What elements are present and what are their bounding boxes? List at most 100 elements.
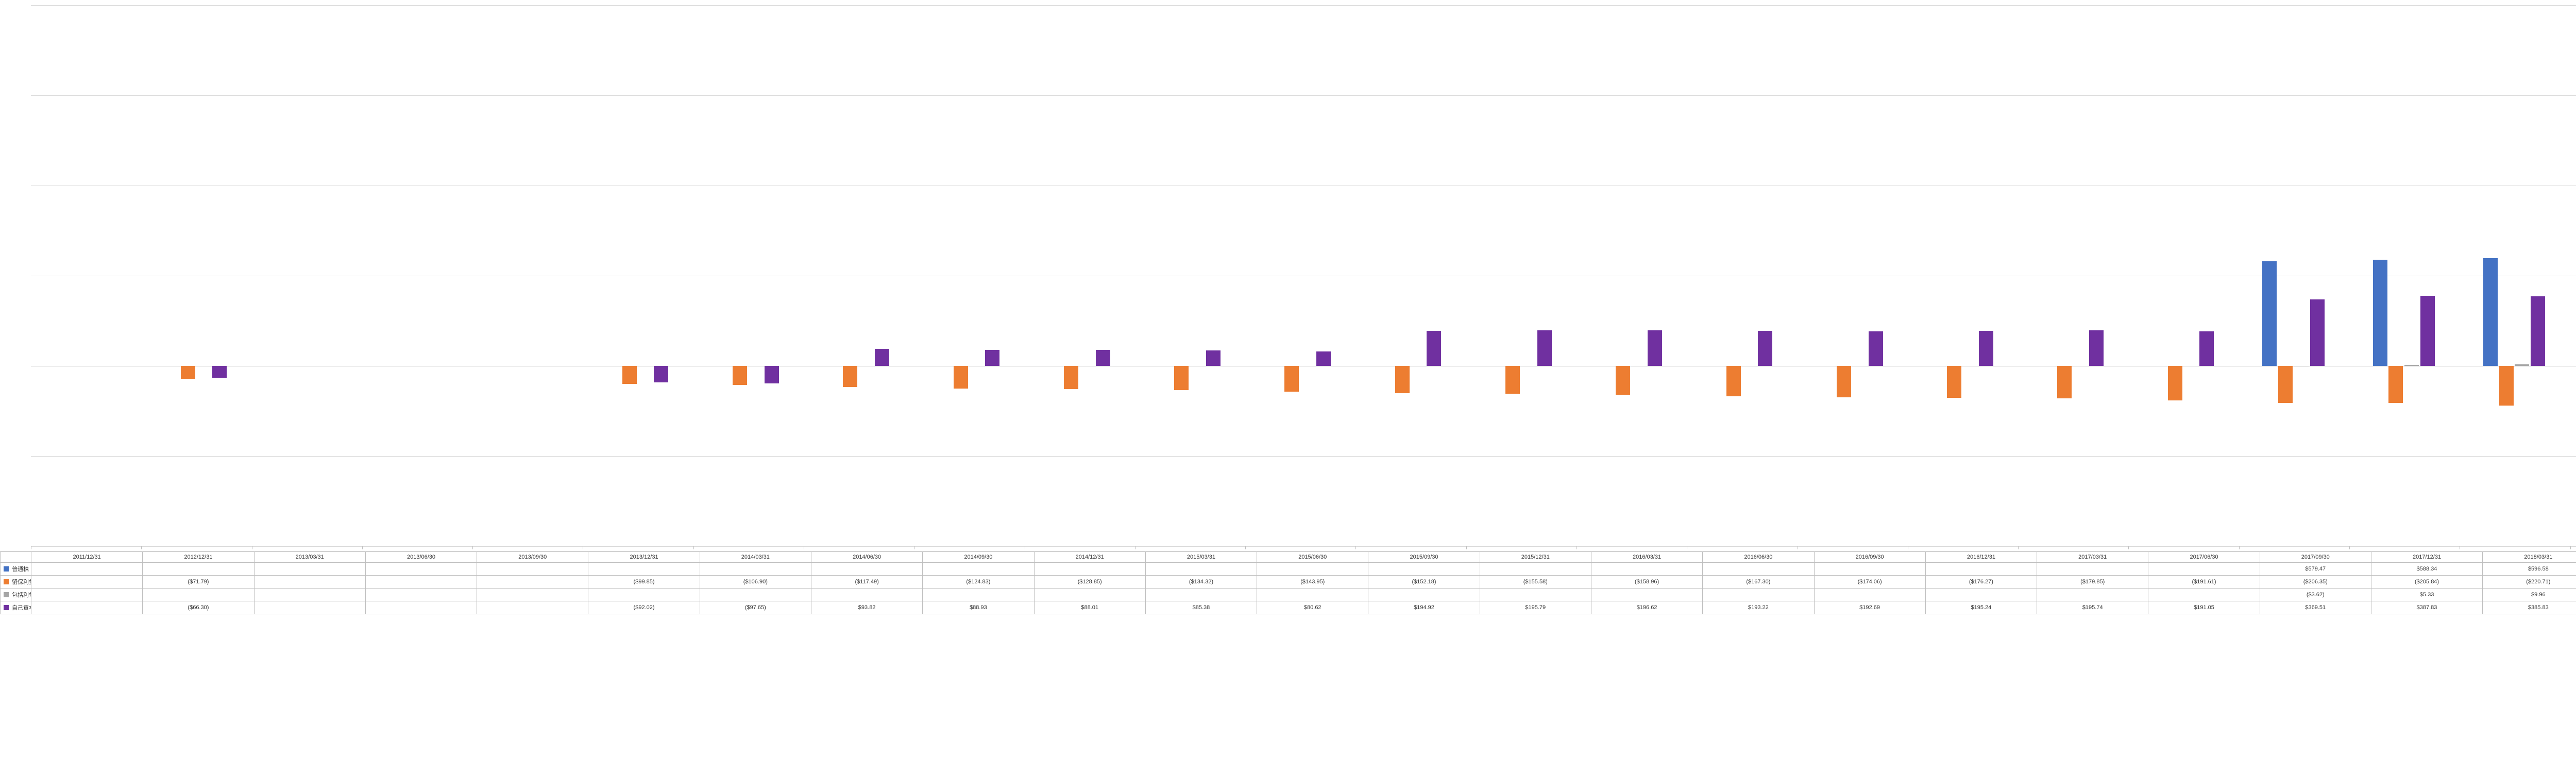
table-header-cell: 2016/09/30 bbox=[1814, 552, 1925, 563]
table-header-cell: 2017/06/30 bbox=[2148, 552, 2260, 563]
table-cell: ($206.35) bbox=[2260, 576, 2371, 589]
table-cell: ($191.61) bbox=[2148, 576, 2260, 589]
table-cell: ($176.27) bbox=[1925, 576, 2037, 589]
table-cell bbox=[254, 576, 365, 589]
gridline bbox=[31, 546, 2576, 547]
bar-equity bbox=[2089, 330, 2104, 366]
bar-retained_earnings bbox=[1616, 366, 1630, 395]
bar-retained_earnings bbox=[1726, 366, 1741, 396]
table-cell: $369.51 bbox=[2260, 601, 2371, 614]
row-label-text: 包括利益 bbox=[12, 592, 31, 598]
table-header-cell: 2013/03/31 bbox=[254, 552, 365, 563]
table-header-cell: 2012/12/31 bbox=[143, 552, 254, 563]
table-cell: $9.96 bbox=[2483, 589, 2576, 601]
bar-retained_earnings bbox=[1064, 366, 1078, 389]
table-cell bbox=[700, 589, 811, 601]
table-cell: ($205.84) bbox=[2371, 576, 2482, 589]
table-row-label: 自己資本 bbox=[1, 601, 31, 614]
bar-retained_earnings bbox=[954, 366, 968, 389]
table-cell bbox=[588, 589, 700, 601]
bar-equity bbox=[765, 366, 779, 383]
gridline bbox=[31, 95, 2576, 96]
table-header-cell: 2013/12/31 bbox=[588, 552, 700, 563]
table-header-cell: 2013/09/30 bbox=[477, 552, 588, 563]
table-header-cell: 2015/03/31 bbox=[1145, 552, 1257, 563]
bar-comprehensive_income bbox=[2515, 364, 2529, 366]
table-cell: ($106.90) bbox=[700, 576, 811, 589]
table-cell bbox=[1480, 563, 1591, 576]
table-cell bbox=[1814, 589, 1925, 601]
table-cell bbox=[365, 576, 477, 589]
table-cell bbox=[1257, 563, 1368, 576]
table-cell: $387.83 bbox=[2371, 601, 2482, 614]
table-cell: ($66.30) bbox=[143, 601, 254, 614]
table-cell: ($179.85) bbox=[2037, 576, 2148, 589]
table-header-cell: 2016/12/31 bbox=[1925, 552, 2037, 563]
table-cell bbox=[1703, 563, 1814, 576]
bar-equity bbox=[1537, 330, 1552, 366]
table-header-cell: 2016/03/31 bbox=[1591, 552, 1702, 563]
table-cell bbox=[31, 601, 143, 614]
bar-retained_earnings bbox=[1174, 366, 1189, 390]
data-table: 2011/12/312012/12/312013/03/312013/06/30… bbox=[0, 551, 2576, 614]
table-cell: ($220.71) bbox=[2483, 576, 2576, 589]
table-cell bbox=[1034, 589, 1145, 601]
table-row-label: 包括利益 bbox=[1, 589, 31, 601]
table-cell bbox=[811, 589, 922, 601]
table-cell: ($97.65) bbox=[700, 601, 811, 614]
bar-common_stock bbox=[2373, 260, 2387, 366]
table-cell bbox=[1145, 589, 1257, 601]
table-cell bbox=[365, 563, 477, 576]
table-cell: ($71.79) bbox=[143, 576, 254, 589]
bar-equity bbox=[1648, 330, 1662, 366]
table-cell bbox=[143, 563, 254, 576]
table-cell bbox=[2037, 589, 2148, 601]
table-cell: ($134.32) bbox=[1145, 576, 1257, 589]
table-header-cell: 2015/12/31 bbox=[1480, 552, 1591, 563]
table-header-cell: 2015/06/30 bbox=[1257, 552, 1368, 563]
table-cell bbox=[254, 601, 365, 614]
row-label-text: 留保利益 bbox=[12, 579, 31, 585]
table-header-cell: 2013/06/30 bbox=[365, 552, 477, 563]
table-cell bbox=[2148, 563, 2260, 576]
bar-retained_earnings bbox=[622, 366, 637, 384]
bar-retained_earnings bbox=[181, 366, 195, 379]
table-cell: ($158.96) bbox=[1591, 576, 1702, 589]
table-cell: ($167.30) bbox=[1703, 576, 1814, 589]
bar-common_stock bbox=[2262, 261, 2277, 366]
legend-swatch bbox=[4, 605, 9, 610]
table-cell: ($174.06) bbox=[1814, 576, 1925, 589]
gridline bbox=[31, 456, 2576, 457]
table-cell: ($128.85) bbox=[1034, 576, 1145, 589]
table-cell bbox=[1257, 589, 1368, 601]
table-cell bbox=[1703, 589, 1814, 601]
table-cell bbox=[365, 601, 477, 614]
table-cell bbox=[143, 589, 254, 601]
table-cell bbox=[588, 563, 700, 576]
table-cell bbox=[477, 589, 588, 601]
table-header-cell: 2017/03/31 bbox=[2037, 552, 2148, 563]
bar-retained_earnings bbox=[1505, 366, 1520, 394]
table-cell bbox=[254, 563, 365, 576]
bar-retained_earnings bbox=[2057, 366, 2072, 398]
table-header-cell: 2016/06/30 bbox=[1703, 552, 1814, 563]
table-cell bbox=[1591, 589, 1702, 601]
bar-retained_earnings bbox=[1837, 366, 1851, 397]
table-header-cell: 2014/12/31 bbox=[1034, 552, 1145, 563]
bar-retained_earnings bbox=[1284, 366, 1299, 392]
bar-equity bbox=[1206, 350, 1221, 366]
table-cell: $192.69 bbox=[1814, 601, 1925, 614]
table-cell bbox=[254, 589, 365, 601]
bar-equity bbox=[1316, 351, 1331, 366]
table-cell bbox=[1814, 563, 1925, 576]
table-header-cell: 2015/09/30 bbox=[1368, 552, 1480, 563]
gridline bbox=[31, 5, 2576, 6]
table-header-cell: 2014/09/30 bbox=[923, 552, 1034, 563]
table-cell: $88.93 bbox=[923, 601, 1034, 614]
table-cell bbox=[1480, 589, 1591, 601]
table-cell: ($3.62) bbox=[2260, 589, 2371, 601]
table-header-cell: 2018/03/31 bbox=[2483, 552, 2576, 563]
row-label-text: 普通株 bbox=[12, 566, 29, 573]
bar-equity bbox=[1979, 331, 1993, 366]
table-cell: ($143.95) bbox=[1257, 576, 1368, 589]
